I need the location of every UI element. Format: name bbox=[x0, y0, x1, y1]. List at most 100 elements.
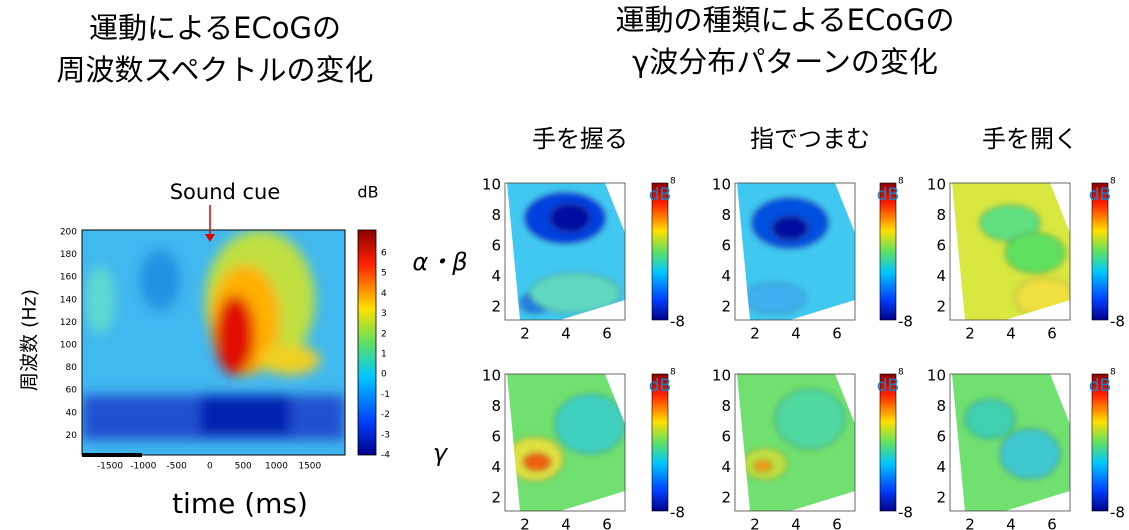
spectrogram bbox=[82, 230, 345, 455]
x-tick-label: 2 bbox=[965, 516, 975, 530]
colorbar-max: 8 bbox=[670, 177, 676, 187]
map-region bbox=[550, 204, 590, 232]
colorbar-label: dB bbox=[649, 376, 671, 396]
x-tick-label: 4 bbox=[791, 516, 801, 530]
colorbar-tick-label: -1 bbox=[381, 390, 390, 400]
x-tick-label: 4 bbox=[791, 325, 801, 343]
y-tick-label: 6 bbox=[721, 237, 731, 255]
y-tick-label: 8 bbox=[491, 206, 501, 224]
y-tick-label: 10 bbox=[927, 367, 946, 385]
left-title: 運動によるECoGの bbox=[89, 11, 341, 45]
x-tick-label: 6 bbox=[1047, 325, 1057, 343]
map-region bbox=[555, 394, 625, 454]
colorbar-tick-label: -3 bbox=[381, 430, 390, 440]
colorbar-tick-label: 0 bbox=[381, 370, 387, 380]
map-region bbox=[1000, 429, 1060, 479]
annotation: Sound cue bbox=[170, 180, 281, 204]
colorbar-tick-label: 3 bbox=[381, 309, 387, 319]
y-tick-label: 10 bbox=[712, 176, 731, 194]
colorbar-min: -8 bbox=[670, 504, 685, 522]
y-tick-label: 20 bbox=[66, 431, 78, 441]
x-tick-label: 6 bbox=[832, 516, 842, 530]
colorbar-label: dB bbox=[1089, 185, 1111, 205]
y-tick-label: 40 bbox=[66, 408, 78, 418]
y-tick-label: 80 bbox=[66, 363, 78, 373]
colorbar-tick-label: 5 bbox=[381, 269, 387, 279]
map-fill bbox=[735, 374, 855, 511]
x-tick-label: 2 bbox=[750, 516, 760, 530]
x-axis-label: time (ms) bbox=[172, 487, 308, 520]
colorbar-label: dB bbox=[649, 185, 671, 205]
y-tick-label: 8 bbox=[936, 206, 946, 224]
y-tick-label: 2 bbox=[491, 489, 501, 507]
x-tick-label: 1000 bbox=[265, 462, 288, 472]
map-fill bbox=[950, 183, 1075, 320]
column-header: 指でつまむ bbox=[750, 125, 870, 153]
map-region bbox=[1005, 233, 1065, 273]
map-region bbox=[965, 399, 1015, 439]
right-title: 運動の種類によるECoGの bbox=[616, 3, 955, 37]
y-tick-label: 60 bbox=[66, 386, 78, 396]
colorbar-tick-label: -2 bbox=[381, 410, 390, 420]
y-tick-label: 4 bbox=[491, 267, 501, 285]
x-tick-label: 500 bbox=[235, 462, 252, 472]
x-tick-label: 0 bbox=[207, 462, 213, 472]
y-tick-label: 4 bbox=[936, 267, 946, 285]
colorbar-tick-label: 6 bbox=[381, 249, 387, 259]
y-tick-label: 8 bbox=[491, 397, 501, 415]
x-tick-label: 1500 bbox=[298, 462, 321, 472]
colorbar-min: -8 bbox=[898, 313, 913, 331]
map-region bbox=[754, 460, 772, 472]
x-tick-label: 6 bbox=[602, 516, 612, 530]
colorbar-label: dB bbox=[1089, 376, 1111, 396]
map-region bbox=[530, 273, 620, 313]
x-tick-label: 4 bbox=[1006, 325, 1016, 343]
map-region bbox=[772, 216, 808, 240]
right-title: γ波分布パターンの変化 bbox=[632, 45, 938, 79]
figure: 運動によるECoGの 周波数スペクトルの変化 運動の種類によるECoGの γ波分… bbox=[0, 0, 1129, 530]
colorbar-label: dB bbox=[877, 376, 899, 396]
y-tick-label: 10 bbox=[712, 367, 731, 385]
x-tick-label: 2 bbox=[965, 325, 975, 343]
y-tick-label: 4 bbox=[491, 458, 501, 476]
column-header: 手を開く bbox=[982, 125, 1078, 153]
y-tick-label: 2 bbox=[936, 489, 946, 507]
colorbar-min: -8 bbox=[1110, 313, 1125, 331]
row-label: α・β bbox=[412, 248, 467, 276]
colorbar-tick-label: 1 bbox=[381, 350, 387, 360]
colorbar-min: -8 bbox=[670, 313, 685, 331]
colorbar-min: -8 bbox=[1110, 504, 1125, 522]
x-tick-label: 2 bbox=[750, 325, 760, 343]
colorbar-label: dB bbox=[357, 183, 378, 202]
y-tick-label: 100 bbox=[60, 341, 77, 351]
y-tick-label: 120 bbox=[60, 318, 77, 328]
colorbar-tick-label: 2 bbox=[381, 329, 387, 339]
y-tick-label: 4 bbox=[721, 267, 731, 285]
x-tick-label: 2 bbox=[520, 516, 530, 530]
column-header: 手を握る bbox=[532, 125, 628, 153]
y-axis-label: 周波数 (Hz) bbox=[19, 289, 41, 391]
colorbar-min: -8 bbox=[898, 504, 913, 522]
y-tick-label: 8 bbox=[721, 206, 731, 224]
row-label: γ bbox=[433, 439, 449, 467]
map-fill bbox=[505, 183, 625, 320]
y-tick-label: 2 bbox=[491, 298, 501, 316]
y-tick-label: 140 bbox=[60, 295, 77, 305]
y-tick-label: 160 bbox=[60, 273, 77, 283]
y-tick-label: 10 bbox=[482, 176, 501, 194]
colorbar-max: 8 bbox=[1110, 177, 1116, 187]
y-tick-label: 6 bbox=[936, 428, 946, 446]
x-tick-label: 6 bbox=[832, 325, 842, 343]
colorbar-max: 8 bbox=[898, 177, 904, 187]
y-tick-label: 10 bbox=[927, 176, 946, 194]
y-tick-label: 6 bbox=[721, 428, 731, 446]
y-tick-label: 200 bbox=[60, 228, 77, 238]
y-tick-label: 4 bbox=[936, 458, 946, 476]
y-tick-label: 6 bbox=[491, 237, 501, 255]
map-region bbox=[523, 453, 551, 471]
